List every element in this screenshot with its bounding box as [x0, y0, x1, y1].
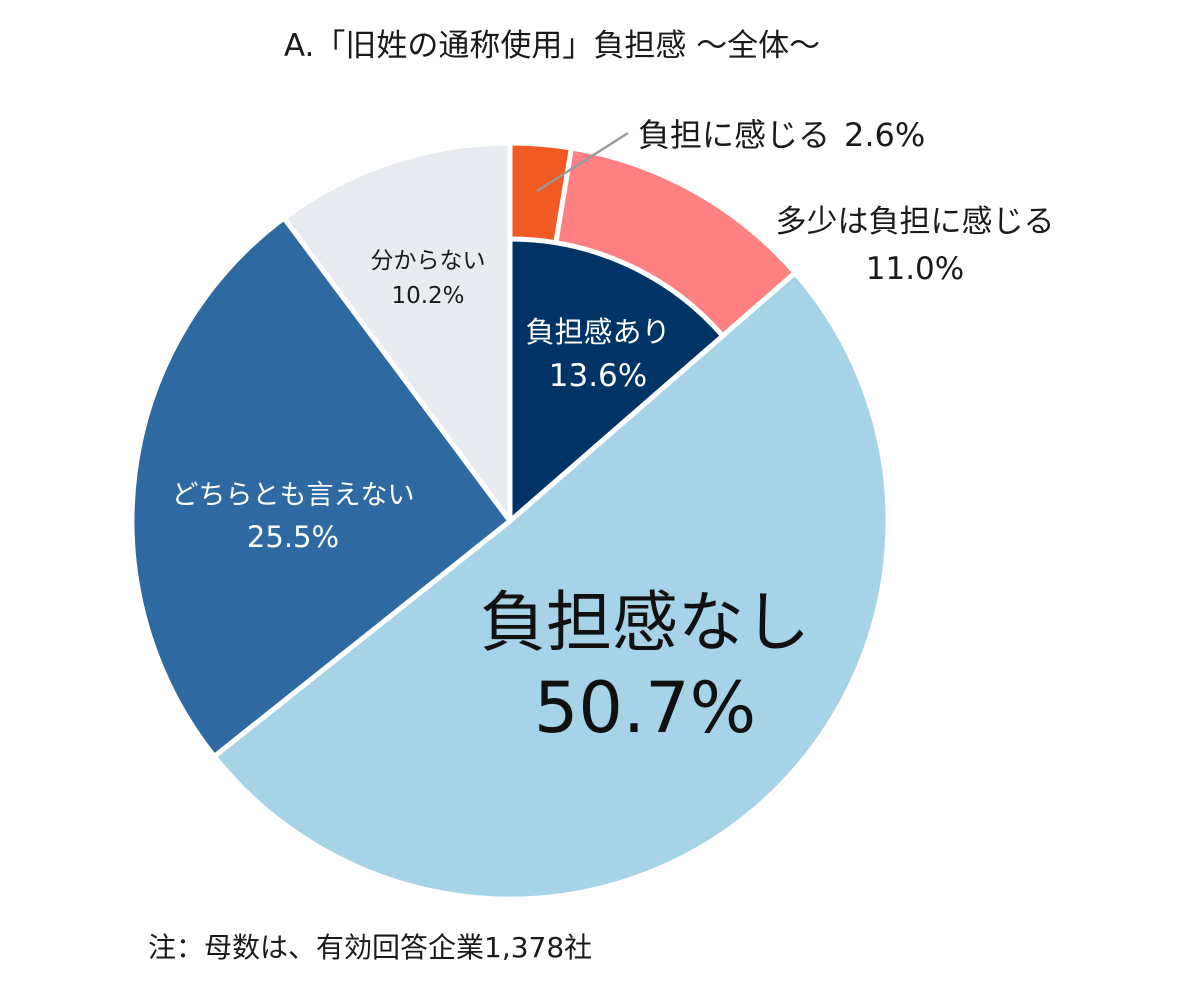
leader-line-heavy	[536, 131, 629, 193]
label-none-name: 負担感なし	[480, 584, 810, 661]
label-some-value: 11.0%	[866, 251, 964, 287]
label-some-name: 多少は負担に感じる	[776, 204, 1055, 240]
label-inner-group-value: 13.6%	[549, 358, 647, 394]
label-heavy-value: 2.6%	[844, 116, 925, 154]
label-inner-group-name: 負担感あり	[525, 315, 670, 349]
pie-slice-unknown	[281, 140, 513, 524]
chart-title: A.「旧姓の通称使用」負担感 ～全体～	[284, 28, 820, 64]
label-neither-name: どちらとも言えない	[172, 480, 415, 511]
label-unknown-value: 10.2%	[391, 283, 464, 309]
label-neither-value: 25.5%	[247, 520, 339, 554]
pie-slice-inner-group	[507, 236, 726, 524]
label-unknown-name: 分からない	[371, 248, 486, 274]
pie-slice-none	[211, 270, 891, 902]
inner-group-slice-layer	[507, 236, 726, 524]
label-heavy-name: 負担に感じる	[638, 116, 830, 154]
chart-note: 注：母数は、有効回答企業1,378社	[148, 931, 592, 964]
pie-slice-neither	[129, 215, 513, 759]
label-none-value: 50.7%	[534, 667, 756, 749]
label-heavy: 負担に感じる 2.6%	[638, 116, 925, 154]
